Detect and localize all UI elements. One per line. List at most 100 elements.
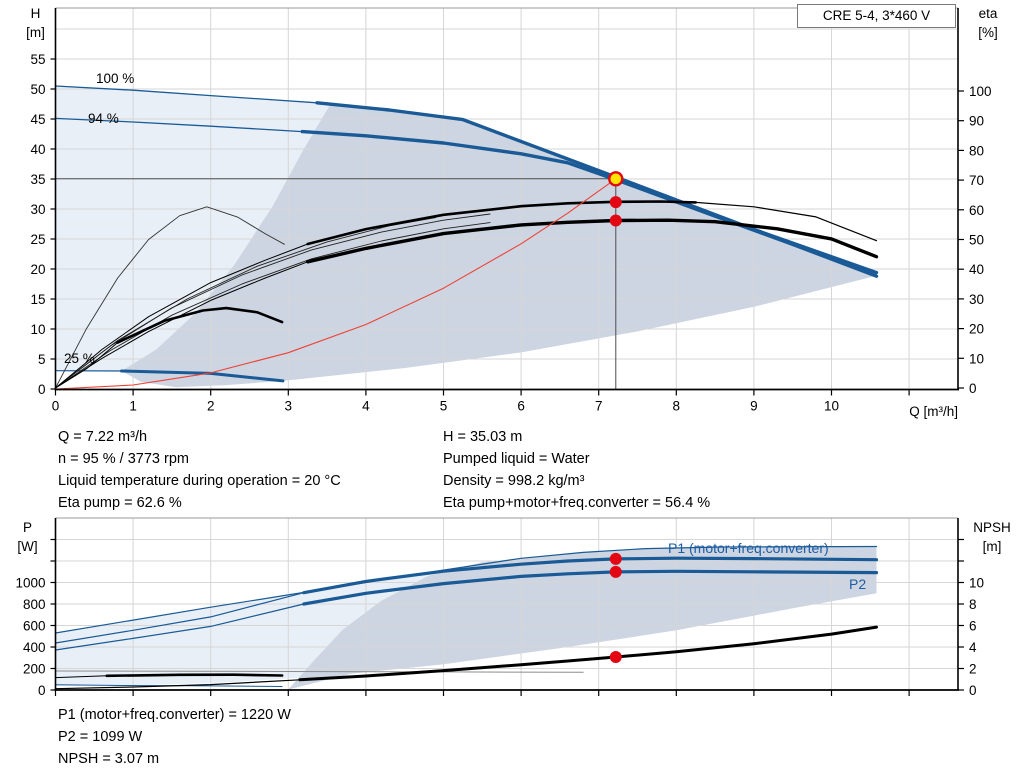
svg-text:10: 10: [824, 399, 839, 414]
npsh-curve-thin: [54, 679, 301, 690]
svg-text:4: 4: [362, 399, 370, 414]
eta-25-total-thick: [116, 306, 284, 344]
svg-text:55: 55: [30, 52, 45, 67]
svg-text:7: 7: [595, 399, 603, 414]
svg-text:40: 40: [30, 142, 45, 157]
flow-axis-title: Q [m³/h]: [909, 404, 958, 419]
p2-95-curve: [302, 569, 879, 606]
svg-text:30: 30: [30, 202, 45, 217]
svg-text:6: 6: [517, 399, 525, 414]
svg-text:0: 0: [969, 683, 977, 698]
p2-95-curve-thin: [54, 603, 305, 651]
speed-94-curve-thin: [54, 117, 303, 133]
svg-text:10: 10: [969, 576, 984, 591]
svg-text:40: 40: [969, 262, 984, 277]
duty-point: [608, 171, 624, 187]
svg-text:90: 90: [969, 114, 984, 129]
npsh-curve: [298, 625, 878, 682]
power-npsh-chart: 0 200 400 600 800 1000 0 2 4 6 8 10 P1 (motor+freq.c…: [15, 517, 984, 698]
p1-95-curve: [302, 556, 879, 595]
eta-25-total-thin: [55, 342, 119, 389]
speed-94-curve: [300, 129, 879, 278]
svg-text:0: 0: [52, 399, 60, 414]
svg-text:600: 600: [23, 619, 46, 634]
svg-text:3: 3: [285, 399, 293, 414]
eta-pump-thin-left: [55, 243, 309, 389]
eta-family-2: [55, 222, 491, 389]
svg-text:5: 5: [38, 352, 46, 367]
svg-text:1000: 1000: [15, 576, 45, 591]
svg-text:60: 60: [969, 203, 984, 218]
info-line: n = 95 % / 3773 rpm: [58, 451, 189, 467]
svg-text:50: 50: [969, 233, 984, 248]
eta-pump-point: [609, 196, 622, 209]
info-line: NPSH = 3.07 m: [58, 751, 160, 767]
info-line: Eta pump+motor+freq.converter = 56.4 %: [443, 495, 711, 511]
svg-text:25: 25: [30, 232, 45, 247]
eta-pump-thin-right: [695, 201, 878, 242]
svg-text:2: 2: [207, 399, 215, 414]
svg-text:4: 4: [969, 640, 977, 655]
svg-text:0: 0: [969, 381, 977, 396]
p2-25-thick: [105, 673, 284, 678]
svg-text:1: 1: [129, 399, 137, 414]
svg-text:200: 200: [23, 662, 46, 677]
info-line: P2 = 1099 W: [58, 729, 143, 745]
p1-95-curve-thin: [54, 592, 305, 644]
qh-eta-chart: 0 1 2 3 4 5 6 7 8 9 100510152025303540455055010203…: [30, 7, 992, 414]
svg-text:35: 35: [30, 172, 45, 187]
info-line: Q = 7.22 m³/h: [58, 429, 148, 445]
eta-family-1: [55, 213, 491, 389]
npsh-axis-title: NPSH [m]: [973, 520, 1011, 554]
p1-25-curve-grey: [55, 670, 584, 673]
info-line: Liquid temperature during operation = 20…: [58, 473, 341, 489]
speed-100-curve-thin: [54, 85, 318, 104]
svg-text:10: 10: [969, 351, 984, 366]
duty-info-right: H = 35.03 m Pumped liquid = Water Densit…: [443, 426, 710, 514]
svg-text:9: 9: [750, 399, 758, 414]
svg-text:80: 80: [969, 143, 984, 158]
pump-model-label: CRE 5-4, 3*460 V: [797, 4, 956, 28]
head-axis-title: H [m]: [26, 6, 45, 40]
power-info: P1 (motor+freq.converter) = 1220 W P2 = …: [58, 704, 291, 770]
curve-label: 100 %: [96, 71, 134, 86]
svg-text:8: 8: [969, 597, 977, 612]
duty-info-left: Q = 7.22 m³/h n = 95 % / 3773 rpm Liquid…: [58, 426, 341, 514]
svg-text:45: 45: [30, 112, 45, 127]
svg-text:5: 5: [440, 399, 448, 414]
info-line: Eta pump = 62.6 %: [58, 495, 182, 511]
svg-text:10: 10: [30, 322, 45, 337]
svg-text:0: 0: [38, 683, 46, 698]
npsh-point: [609, 650, 622, 663]
p1-point: [609, 552, 622, 565]
svg-text:0: 0: [38, 382, 46, 397]
curve-label: P1 (motor+freq.converter): [668, 540, 829, 556]
svg-text:800: 800: [23, 597, 46, 612]
svg-text:20: 20: [969, 322, 984, 337]
system-curve: [54, 178, 617, 390]
svg-text:15: 15: [30, 292, 45, 307]
info-line: Density = 998.2 kg/m³: [443, 473, 585, 489]
svg-text:6: 6: [969, 619, 977, 634]
info-line: Pumped liquid = Water: [443, 451, 590, 467]
svg-text:8: 8: [673, 399, 681, 414]
power-axis-title: P [W]: [17, 520, 38, 554]
p2-25-thin: [55, 675, 108, 679]
svg-text:2: 2: [969, 662, 977, 677]
eta-total-point: [609, 214, 622, 227]
svg-text:20: 20: [30, 262, 45, 277]
info-line: P1 (motor+freq.converter) = 1220 W: [58, 707, 291, 723]
curve-label: 25 %: [64, 351, 95, 366]
eta-25-bell: [55, 206, 285, 389]
svg-text:100: 100: [969, 84, 992, 99]
p2-point: [609, 565, 622, 578]
info-line: H = 35.03 m: [443, 429, 523, 445]
eta-pump-curve: [306, 200, 698, 246]
svg-text:70: 70: [969, 173, 984, 188]
eta-axis-title: eta [%]: [978, 6, 998, 40]
curve-label: 94 %: [88, 111, 119, 126]
svg-text:50: 50: [30, 82, 45, 97]
svg-text:400: 400: [23, 640, 46, 655]
